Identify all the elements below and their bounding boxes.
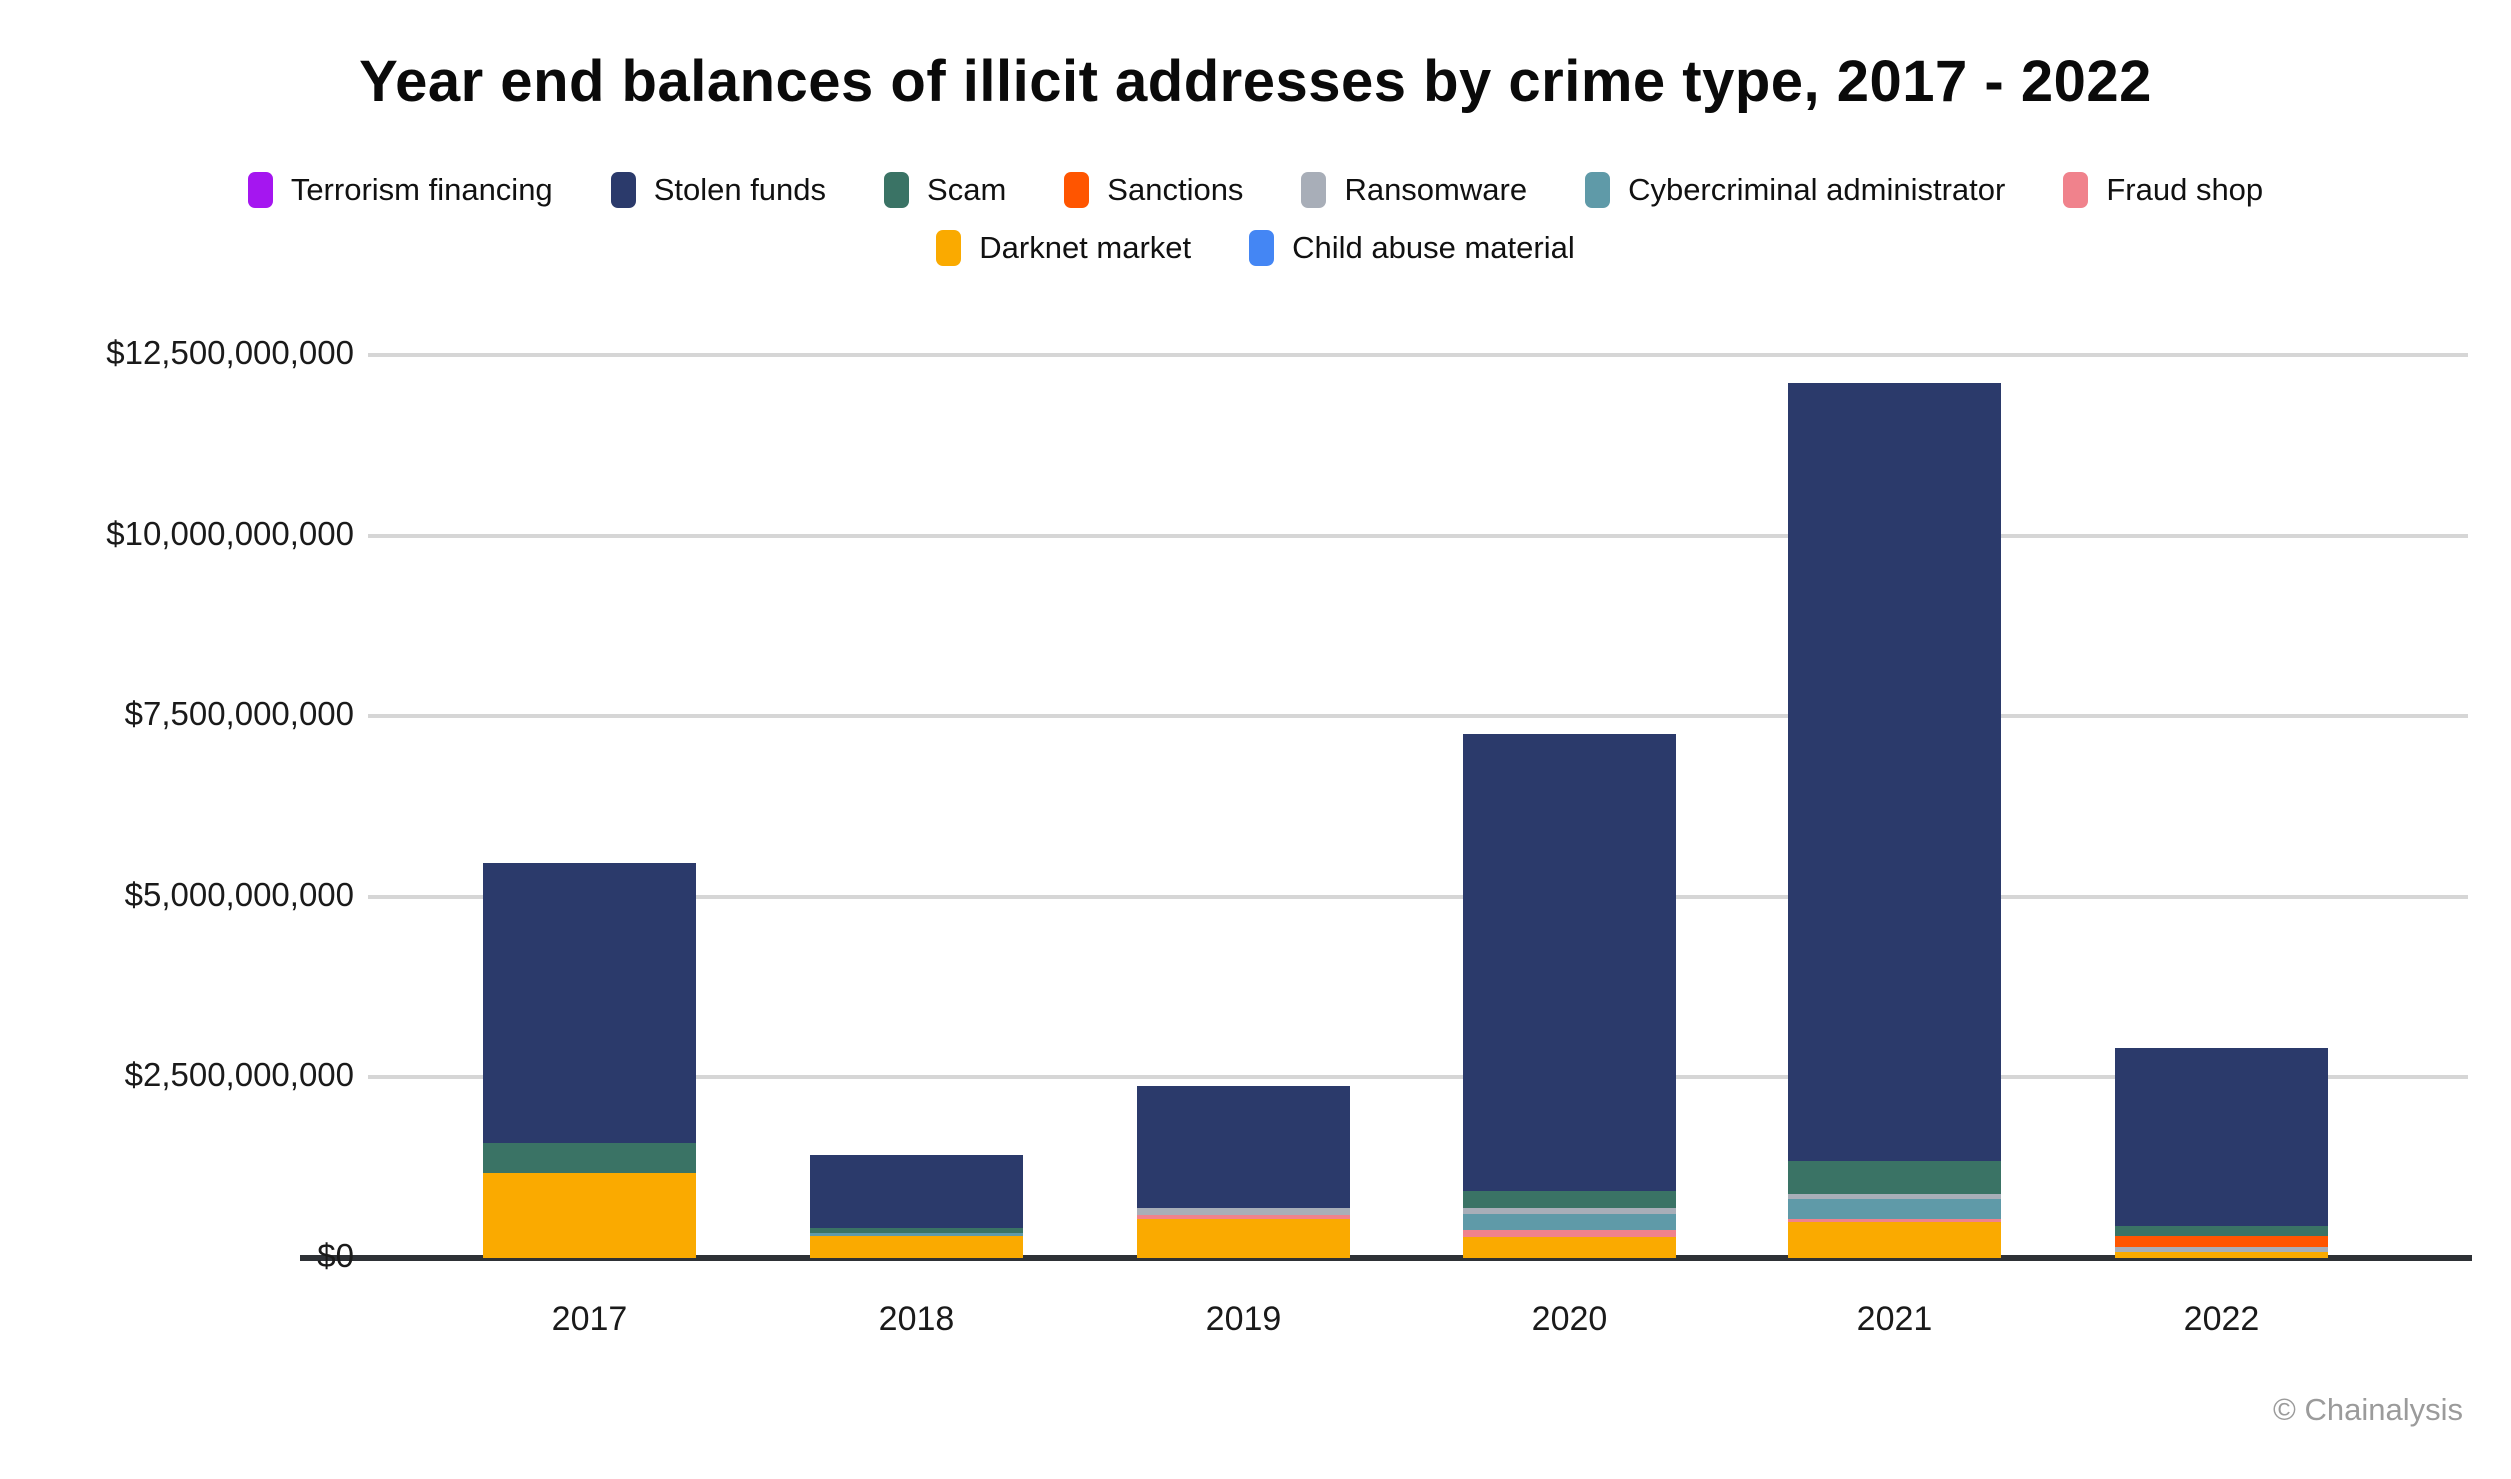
bar-2018 [810, 1155, 1023, 1258]
legend-row-1: Terrorism financing Stolen funds Scam Sanct… [0, 172, 2511, 208]
bar-segment-stolen-funds-2018 [810, 1155, 1023, 1228]
legend-swatch-darknet-market [936, 230, 962, 266]
legend-row-2: Darknet market Child abuse material [0, 230, 2511, 266]
legend-label: Terrorism financing [290, 172, 553, 207]
legend-swatch-scam [884, 172, 910, 208]
bar-segment-fraud-shop-2019 [1137, 1215, 1350, 1219]
legend-swatch-stolen-funds [610, 172, 636, 208]
legend-item-fraud-shop: Fraud shop [2063, 172, 2263, 208]
bar-segment-darknet-market-2017 [483, 1173, 696, 1258]
bar-segment-darknet-market-2018 [810, 1236, 1023, 1258]
gridline-$7500000000 [368, 714, 2468, 719]
legend-label: Sanctions [1107, 172, 1244, 207]
y-tick-label: $5,000,000,000 [124, 875, 354, 913]
bar-segment-stolen-funds-2022 [2115, 1048, 2328, 1226]
x-tick-label-2017: 2017 [551, 1300, 628, 1338]
legend-label: Child abuse material [1292, 230, 1575, 265]
plot-area: 2017 2018 2019 2020 2021 2022 [300, 353, 2472, 1338]
bar-2017 [483, 863, 696, 1258]
legend-swatch-fraud-shop [2063, 172, 2089, 208]
bar-segment-ransomware-2019 [1137, 1208, 1350, 1215]
legend-item-stolen-funds: Stolen funds [610, 172, 827, 208]
x-tick-label-2022: 2022 [2183, 1300, 2260, 1338]
bar-segment-stolen-funds-2020 [1463, 734, 1676, 1191]
legend-swatch-terrorism-financing [247, 172, 273, 208]
bar-2019 [1137, 1086, 1350, 1258]
x-tick-label-2018: 2018 [878, 1300, 955, 1338]
legend-swatch-child-abuse-material [1249, 230, 1275, 266]
legend-item-darknet-market: Darknet market [936, 230, 1191, 266]
gridline-$10000000000 [368, 533, 2468, 538]
bar-2020 [1463, 734, 1676, 1258]
bar-segment-darknet-market-2021 [1788, 1222, 2001, 1258]
x-axis-line [300, 1255, 2472, 1261]
bar-2022 [2115, 1048, 2328, 1258]
legend-label: Scam [927, 172, 1007, 207]
bar-segment-darknet-market-2019 [1137, 1219, 1350, 1258]
bar-segment-fraud-shop-2020 [1463, 1230, 1676, 1237]
legend-label: Cybercriminal administrator [1628, 172, 2006, 207]
y-tick-label: $10,000,000,000 [106, 514, 354, 552]
legend-label: Stolen funds [653, 172, 827, 207]
bar-segment-cybercriminal-administrator-2018 [810, 1233, 1023, 1236]
y-tick-label: $0 [317, 1237, 354, 1274]
legend-item-cybercriminal-administrator: Cybercriminal administrator [1585, 172, 2005, 208]
bar-segment-cybercriminal-administrator-2021 [1788, 1199, 2001, 1219]
x-tick-label-2021: 2021 [1856, 1300, 1933, 1338]
chainalysis-watermark: © Chainalysis [2273, 1392, 2463, 1427]
legend-label: Ransomware [1344, 172, 1528, 207]
bar-segment-scam-2018 [810, 1228, 1023, 1233]
bar-segment-darknet-market-2020 [1463, 1237, 1676, 1258]
bar-segment-ransomware-2022 [2115, 1247, 2328, 1252]
legend-label: Darknet market [979, 230, 1192, 265]
bar-segment-stolen-funds-2019 [1137, 1086, 1350, 1208]
legend-label: Fraud shop [2106, 172, 2264, 207]
legend-swatch-ransomware [1301, 172, 1327, 208]
bar-segment-cybercriminal-administrator-2020 [1463, 1214, 1676, 1230]
bar-segment-scam-2017 [483, 1143, 696, 1173]
bar-segment-stolen-funds-2021 [1788, 383, 2001, 1161]
bar-segment-sanctions-2022 [2115, 1236, 2328, 1247]
gridline-$12500000000 [368, 353, 2468, 357]
gridline-$5000000000 [368, 894, 2468, 899]
legend-item-child-abuse-material: Child abuse material [1249, 230, 1575, 266]
x-tick-label-2019: 2019 [1205, 1300, 1282, 1338]
bar-segment-scam-2021 [1788, 1161, 2001, 1194]
x-tick-label-2020: 2020 [1531, 1300, 1608, 1338]
bar-segment-ransomware-2021 [1788, 1194, 2001, 1199]
legend-item-scam: Scam [884, 172, 1006, 208]
bar-segment-darknet-market-2022 [2115, 1252, 2328, 1258]
y-tick-label: $7,500,000,000 [124, 695, 354, 733]
legend-item-ransomware: Ransomware [1301, 172, 1527, 208]
y-tick-label: $2,500,000,000 [124, 1056, 354, 1094]
legend-swatch-cybercriminal-administrator [1585, 172, 1611, 208]
gridline-$2500000000 [368, 1075, 2468, 1080]
chart-title: Year end balances of illicit addresses b… [359, 49, 2152, 114]
bar-segment-scam-2022 [2115, 1226, 2328, 1236]
bar-2021 [1788, 383, 2001, 1258]
y-tick-label: $12,500,000,000 [106, 334, 354, 371]
bar-segment-ransomware-2020 [1463, 1208, 1676, 1214]
legend-item-sanctions: Sanctions [1064, 172, 1243, 208]
bar-segment-stolen-funds-2017 [483, 863, 696, 1143]
bar-segment-fraud-shop-2021 [1788, 1219, 2001, 1222]
bar-segment-scam-2020 [1463, 1191, 1676, 1208]
legend-swatch-sanctions [1064, 172, 1090, 208]
legend-item-terrorism-financing: Terrorism financing [247, 172, 553, 208]
